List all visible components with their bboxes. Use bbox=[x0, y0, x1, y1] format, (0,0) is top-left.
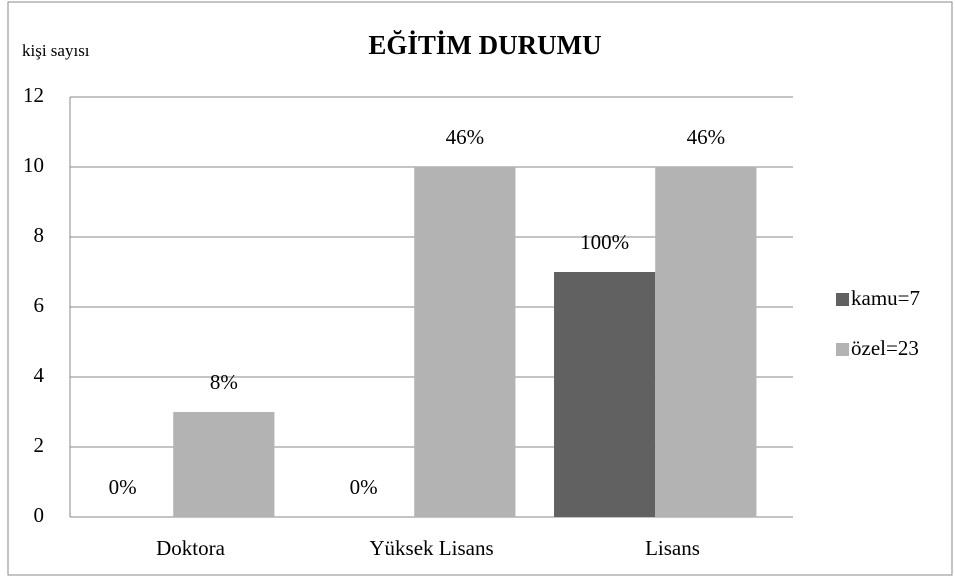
y-tick-label: 6 bbox=[34, 293, 45, 317]
x-tick-label: Lisans bbox=[645, 536, 700, 560]
y-tick-label: 10 bbox=[23, 153, 44, 177]
y-tick-label: 2 bbox=[34, 433, 45, 457]
bar bbox=[414, 167, 516, 517]
bar bbox=[655, 167, 757, 517]
data-label: 100% bbox=[580, 230, 629, 254]
x-tick-label: Doktora bbox=[156, 536, 225, 560]
data-label: 8% bbox=[210, 370, 238, 394]
legend-swatch bbox=[836, 343, 849, 356]
data-label: 46% bbox=[687, 125, 726, 149]
chart-frame bbox=[7, 1, 953, 576]
legend-label: özel=23 bbox=[851, 336, 919, 360]
x-tick-label: Yüksek Lisans bbox=[369, 536, 493, 560]
data-label: 46% bbox=[446, 125, 485, 149]
y-tick-label: 4 bbox=[34, 363, 45, 387]
bar bbox=[173, 412, 275, 517]
y-tick-label: 12 bbox=[23, 83, 44, 107]
bar bbox=[554, 272, 656, 517]
legend-swatch bbox=[836, 293, 849, 306]
data-label: 0% bbox=[109, 475, 137, 499]
y-tick-label: 8 bbox=[34, 223, 45, 247]
chart-title: EĞİTİM DURUMU bbox=[368, 30, 601, 60]
y-tick-label: 0 bbox=[34, 503, 45, 527]
y-axis-label: kişi sayısı bbox=[22, 41, 90, 60]
legend-label: kamu=7 bbox=[851, 286, 920, 310]
data-label: 0% bbox=[350, 475, 378, 499]
